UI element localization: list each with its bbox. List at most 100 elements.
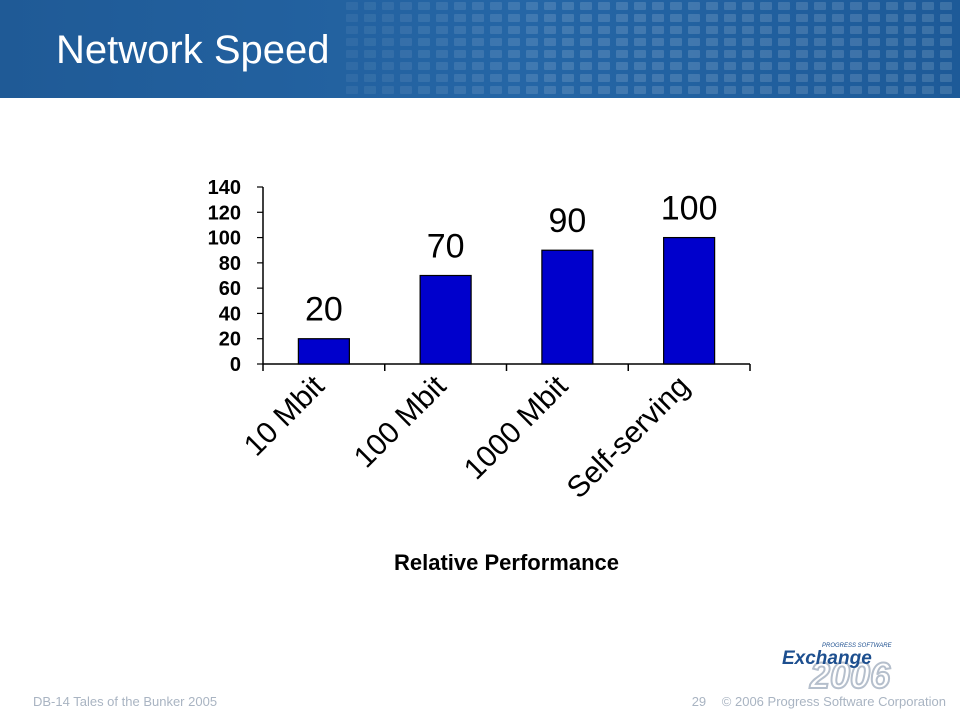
header-tile	[580, 74, 592, 82]
header-tile	[634, 86, 646, 94]
x-tick-label: Self-serving	[561, 370, 696, 505]
header-tile	[922, 86, 934, 94]
header-tile	[526, 38, 538, 46]
header-tile	[922, 62, 934, 70]
header-tile	[922, 26, 934, 34]
header-tile	[724, 26, 736, 34]
header-tile	[760, 26, 772, 34]
header-tile	[796, 50, 808, 58]
header-tile	[850, 2, 862, 10]
header-tile	[400, 26, 412, 34]
header-tile	[346, 62, 358, 70]
header-tile	[562, 26, 574, 34]
header-tile	[796, 62, 808, 70]
header-tile	[706, 74, 718, 82]
header-tile	[526, 86, 538, 94]
header-tile	[616, 86, 628, 94]
header-tile	[940, 74, 952, 82]
header-tile	[778, 74, 790, 82]
header-tile	[850, 38, 862, 46]
footer-session: DB-14 Tales of the Bunker 2005	[33, 694, 218, 709]
header-tile	[796, 2, 808, 10]
header-tile	[778, 50, 790, 58]
header-tile	[418, 74, 430, 82]
header-tile	[526, 26, 538, 34]
header-tile	[904, 62, 916, 70]
header-tile	[904, 50, 916, 58]
header-tile	[364, 38, 376, 46]
header-tile	[796, 38, 808, 46]
header-tile	[832, 38, 844, 46]
header-tile	[382, 14, 394, 22]
header-tile	[580, 26, 592, 34]
header-tile	[886, 50, 898, 58]
y-tick-label: 0	[230, 354, 241, 376]
header-tile	[742, 26, 754, 34]
header-tile	[760, 38, 772, 46]
header-tile	[832, 50, 844, 58]
header-tile	[382, 2, 394, 10]
header-tile	[454, 38, 466, 46]
header-tile	[760, 62, 772, 70]
header-tile	[382, 74, 394, 82]
header-tile	[454, 2, 466, 10]
header-tile	[670, 14, 682, 22]
header-tile	[670, 74, 682, 82]
header-tile	[688, 2, 700, 10]
header-tile	[526, 14, 538, 22]
header-banner: Network Speed	[0, 0, 960, 98]
header-tile	[544, 50, 556, 58]
header-tile	[796, 26, 808, 34]
header-tile	[400, 50, 412, 58]
header-tile	[814, 74, 826, 82]
header-tile	[580, 38, 592, 46]
header-tile	[724, 86, 736, 94]
header-tile	[760, 14, 772, 22]
header-tile	[418, 86, 430, 94]
header-tile	[598, 2, 610, 10]
header-tile	[490, 50, 502, 58]
header-tile	[472, 50, 484, 58]
header-tile	[742, 50, 754, 58]
header-tile	[904, 38, 916, 46]
header-tile	[724, 62, 736, 70]
header-tile	[706, 14, 718, 22]
header-tile	[814, 14, 826, 22]
header-tile	[526, 50, 538, 58]
header-tile	[742, 62, 754, 70]
header-tile	[724, 50, 736, 58]
header-tile	[418, 26, 430, 34]
data-label: 70	[427, 228, 465, 266]
header-tile	[688, 50, 700, 58]
y-tick-label: 40	[219, 303, 241, 325]
header-tile	[418, 14, 430, 22]
header-tile	[688, 62, 700, 70]
data-label: 90	[548, 202, 586, 240]
header-tile	[472, 2, 484, 10]
header-tile	[436, 74, 448, 82]
header-tile	[454, 74, 466, 82]
header-tile	[670, 2, 682, 10]
header-tile	[742, 2, 754, 10]
x-tick-label: 100 Mbit	[348, 369, 453, 474]
slide-title: Network Speed	[56, 28, 330, 72]
header-tile	[400, 2, 412, 10]
header-tile	[652, 86, 664, 94]
header-tile	[364, 14, 376, 22]
logo-word: Exchange	[782, 648, 872, 669]
header-tile	[886, 2, 898, 10]
header-tile	[454, 14, 466, 22]
header-tile	[616, 50, 628, 58]
header-tile	[472, 38, 484, 46]
header-tile	[490, 26, 502, 34]
header-tile	[760, 74, 772, 82]
header-tile	[868, 14, 880, 22]
header-tile	[832, 14, 844, 22]
header-tile	[868, 74, 880, 82]
header-tile	[346, 2, 358, 10]
header-tile	[670, 50, 682, 58]
y-tick-label: 120	[208, 202, 241, 224]
copyright: © 2006 Progress Software Corporation	[721, 694, 946, 709]
header-tile	[670, 26, 682, 34]
header-tile	[886, 74, 898, 82]
